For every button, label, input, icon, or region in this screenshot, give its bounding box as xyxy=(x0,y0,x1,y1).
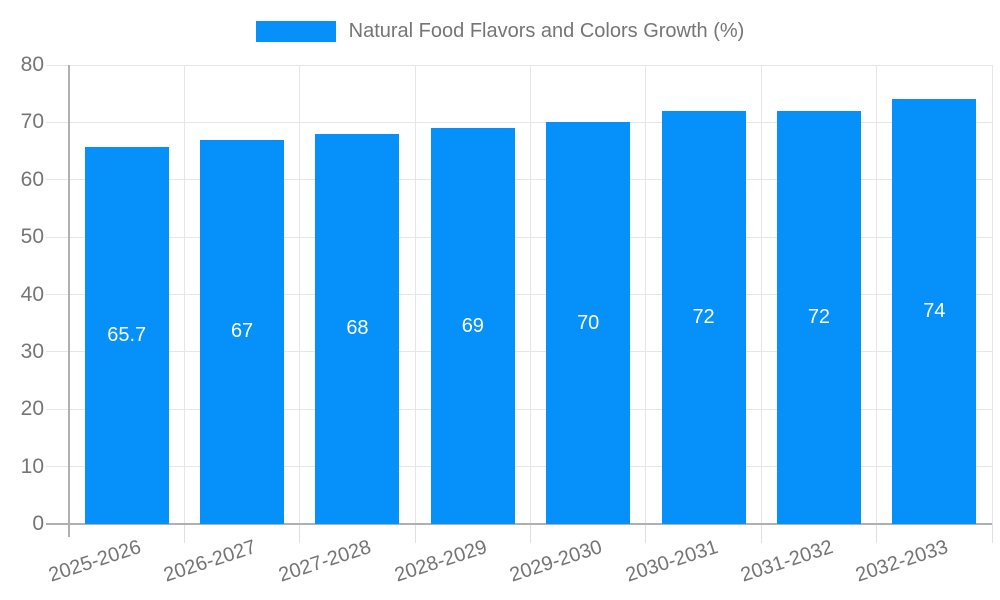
bar[interactable]: 65.7 xyxy=(84,147,169,524)
y-axis-line xyxy=(68,65,70,537)
bar[interactable]: 72 xyxy=(776,110,861,524)
y-gridline xyxy=(46,466,992,468)
x-gridline xyxy=(760,65,762,524)
x-axis-tick xyxy=(876,524,878,543)
y-gridline xyxy=(46,236,992,238)
bar[interactable]: 67 xyxy=(200,139,285,524)
x-gridline xyxy=(991,65,993,524)
y-axis-tick-label: 50 xyxy=(20,225,44,249)
legend-swatch xyxy=(255,21,336,42)
x-axis-line xyxy=(46,523,992,525)
y-gridline xyxy=(46,351,992,353)
y-gridline xyxy=(46,408,992,410)
x-axis-tick xyxy=(183,524,185,543)
y-axis-tick-label: 40 xyxy=(20,282,44,306)
bar[interactable]: 69 xyxy=(430,128,515,524)
bar-value-label: 74 xyxy=(923,300,946,323)
x-axis-tick xyxy=(991,524,993,543)
x-gridline xyxy=(299,65,301,524)
bar[interactable]: 74 xyxy=(892,99,977,524)
x-gridline xyxy=(414,65,416,524)
y-axis-tick-label: 30 xyxy=(20,339,44,363)
x-gridline xyxy=(876,65,878,524)
y-gridline xyxy=(46,121,992,123)
y-axis-tick-label: 10 xyxy=(20,454,44,478)
x-axis-tick xyxy=(530,524,531,543)
y-axis-tick-label: 0 xyxy=(32,512,44,535)
bar-value-label: 65.7 xyxy=(107,324,147,346)
x-axis-tick xyxy=(760,524,762,543)
bar[interactable]: 68 xyxy=(315,133,400,524)
y-axis-tick-label: 80 xyxy=(20,53,44,76)
x-axis-tick xyxy=(414,524,416,543)
bar[interactable]: 72 xyxy=(661,110,746,524)
x-gridline xyxy=(183,65,185,524)
legend-label: Natural Food Flavors and Colors Growth (… xyxy=(348,20,745,42)
bar-value-label: 68 xyxy=(346,317,369,340)
x-axis-tick xyxy=(645,524,647,543)
y-axis-tick-label: 20 xyxy=(20,397,44,421)
y-axis-tick-label: 70 xyxy=(20,110,44,134)
x-gridline xyxy=(530,65,531,524)
bar[interactable]: 70 xyxy=(546,122,631,524)
bar-value-label: 72 xyxy=(807,305,831,328)
y-gridline xyxy=(46,294,992,295)
bar-value-label: 67 xyxy=(230,320,254,343)
x-gridline xyxy=(645,65,647,524)
bar-value-label: 70 xyxy=(577,311,600,334)
y-gridline xyxy=(46,64,992,66)
y-gridline xyxy=(46,179,992,181)
x-axis-tick xyxy=(299,524,301,543)
legend[interactable]: Natural Food Flavors and Colors Growth (… xyxy=(0,20,1000,43)
bar-value-label: 69 xyxy=(461,314,484,337)
bar-value-label: 72 xyxy=(692,305,715,328)
y-axis-tick-label: 60 xyxy=(20,167,44,191)
